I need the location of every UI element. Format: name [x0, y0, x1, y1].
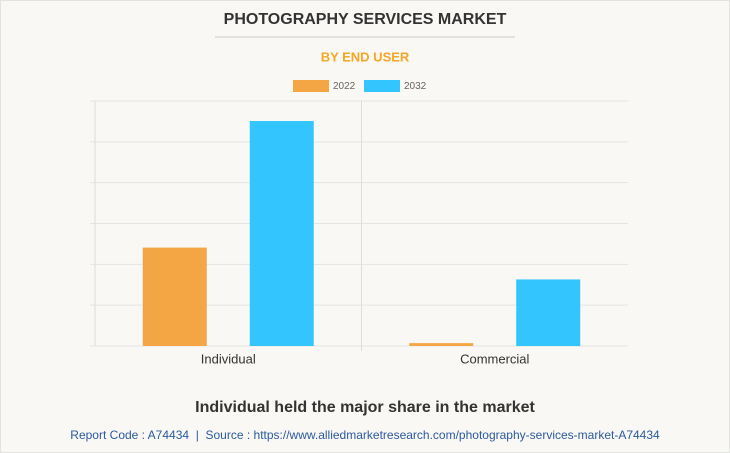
legend-label: 2022: [333, 81, 356, 92]
source: Report Code : A74434 | Source : https://…: [70, 428, 660, 442]
bar: [249, 121, 314, 346]
x-tick-label: Individual: [201, 351, 256, 366]
legend-swatch: [364, 80, 400, 92]
x-tick-label: Commercial: [460, 351, 529, 366]
caption: Individual held the major share in the m…: [195, 399, 535, 416]
chart-subtitle: BY END USER: [321, 49, 410, 64]
chart-title: PHOTOGRAPHY SERVICES MARKET: [224, 11, 507, 28]
bar: [409, 343, 474, 346]
legend-swatch: [293, 80, 329, 92]
bar: [516, 279, 581, 346]
legend-label: 2032: [404, 81, 427, 92]
bar: [142, 247, 207, 346]
